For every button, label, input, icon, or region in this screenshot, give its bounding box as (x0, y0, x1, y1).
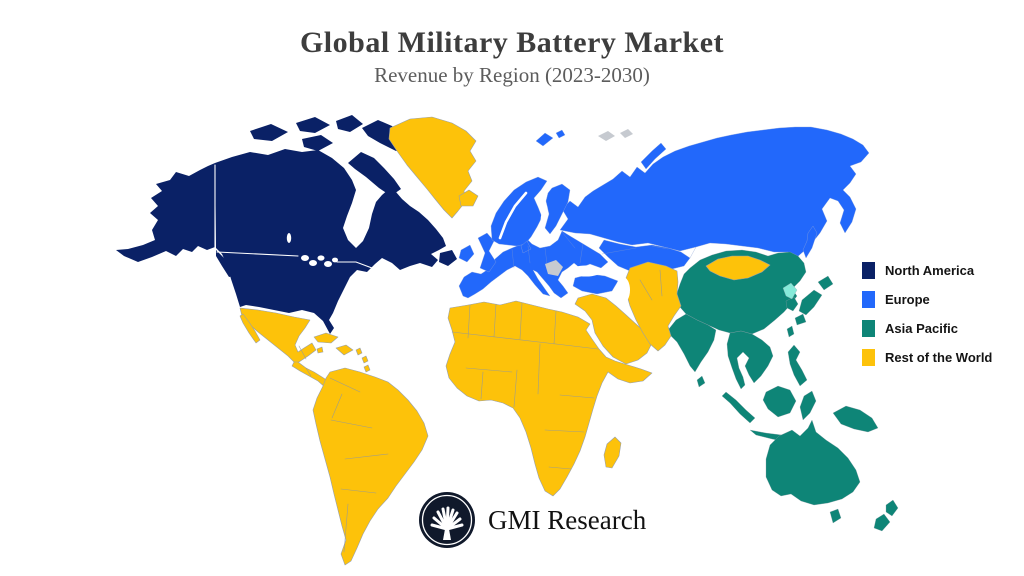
map-finland (544, 183, 571, 235)
map-new-zealand-north (885, 499, 899, 517)
map-europe-mainland (458, 230, 609, 299)
white-border-lines (214, 164, 528, 269)
map-arctic-island (296, 117, 330, 133)
map-sumatra (721, 391, 756, 424)
legend-label-asia-pacific: Asia Pacific (885, 321, 958, 336)
map-iran-central-asia (625, 261, 682, 352)
map-taiwan (786, 325, 795, 338)
legend-swatch-asia-pacific (862, 320, 875, 337)
map-svalbard-islet (555, 129, 566, 139)
map-svalbard (535, 132, 554, 147)
map-mexico (239, 307, 317, 365)
map-india (667, 313, 717, 373)
map-mongolia (705, 255, 771, 281)
gmi-logo-icon (419, 492, 475, 548)
map-baja-california (239, 313, 261, 344)
lake-erie (324, 261, 332, 267)
map-hispaniola (335, 344, 354, 356)
map-baffin-island (348, 152, 401, 196)
map-balkans-gray (545, 260, 563, 276)
region-north-america (116, 115, 457, 334)
map-philippines (787, 344, 808, 387)
map-novaya-zemlya (640, 142, 667, 170)
map-sakhalin (802, 225, 818, 259)
map-newfoundland (439, 250, 457, 266)
legend-item-rest-of-world: Rest of the World (862, 349, 992, 366)
region-asia-pacific (667, 249, 899, 532)
gulf-of-bothnia (540, 205, 548, 223)
map-madagascar (603, 436, 622, 469)
region-rest-of-world (239, 116, 771, 566)
map-antilles-islet (355, 347, 363, 356)
map-south-america (312, 367, 429, 566)
map-sulawesi (799, 390, 817, 421)
lake-ontario (332, 257, 338, 263)
map-north-korea (782, 282, 798, 300)
caspian-sea (616, 277, 630, 303)
map-united-kingdom (477, 232, 497, 273)
legend: North America Europe Asia Pacific Rest o… (862, 262, 992, 366)
legend-label-north-america: North America (885, 263, 975, 278)
map-new-zealand-south (873, 513, 891, 532)
map-iceland (458, 189, 479, 207)
legend-item-europe: Europe (862, 291, 992, 308)
map-antilles-islet (361, 355, 369, 364)
map-japan-hokkaido (817, 275, 834, 291)
map-japan-kyushu (794, 313, 807, 326)
legend-item-asia-pacific: Asia Pacific (862, 320, 992, 337)
legend-swatch-north-america (862, 262, 875, 279)
border-usa-canada-east (336, 261, 373, 269)
legend-label-rest-of-world: Rest of the World (885, 350, 993, 365)
map-new-guinea (832, 405, 879, 433)
region-europe (458, 126, 870, 299)
black-sea (570, 265, 602, 277)
map-cuba (313, 332, 339, 344)
brand-logo-text: GMI Research (488, 504, 647, 535)
legend-label-europe: Europe (885, 292, 930, 307)
legend-swatch-rest-of-world (862, 349, 875, 366)
norway-sweden-ridge (498, 191, 528, 240)
map-tasmania (829, 508, 842, 524)
map-antilles-islet (363, 364, 371, 373)
map-turkey (572, 273, 619, 295)
map-victoria-island (302, 135, 333, 151)
country-border-lines (298, 269, 663, 553)
chart-header: Global Military Battery Market Revenue b… (0, 26, 1024, 88)
map-arctic-island (250, 124, 288, 141)
lake-superior (301, 255, 309, 261)
map-middle-east (574, 293, 653, 365)
map-arctic-island (336, 115, 363, 132)
map-japan-honshu (798, 289, 823, 316)
map-jamaica (316, 346, 324, 354)
map-kazakhstan (598, 239, 691, 272)
legend-swatch-europe (862, 291, 875, 308)
lake-winnipeg (286, 233, 292, 243)
brand-logo: GMI Research (418, 491, 646, 549)
map-alaska (116, 163, 215, 262)
lake-huron (317, 255, 325, 261)
map-arctic-islet-gray (598, 131, 615, 141)
map-borneo (762, 385, 797, 418)
page-title: Global Military Battery Market (299, 26, 725, 59)
lake-michigan (309, 260, 317, 266)
palm-fan-icon (430, 506, 464, 531)
map-scandinavia (490, 176, 548, 247)
water-overlays (286, 205, 630, 303)
map-canada-usa (215, 149, 446, 334)
palm-trunk (443, 529, 451, 540)
map-australia (765, 419, 861, 506)
border-usa-canada (216, 251, 299, 257)
map-ireland (458, 244, 475, 263)
region-unassigned (545, 129, 633, 276)
europe-border-lines (511, 231, 697, 269)
map-sri-lanka (696, 375, 706, 388)
map-africa (445, 300, 653, 497)
map-russia (559, 126, 870, 259)
map-southeast-asia (726, 330, 774, 390)
legend-item-north-america: North America (862, 262, 992, 279)
map-arctic-islet-gray (620, 129, 633, 138)
page-subtitle: Revenue by Region (2023-2030) (374, 63, 650, 87)
